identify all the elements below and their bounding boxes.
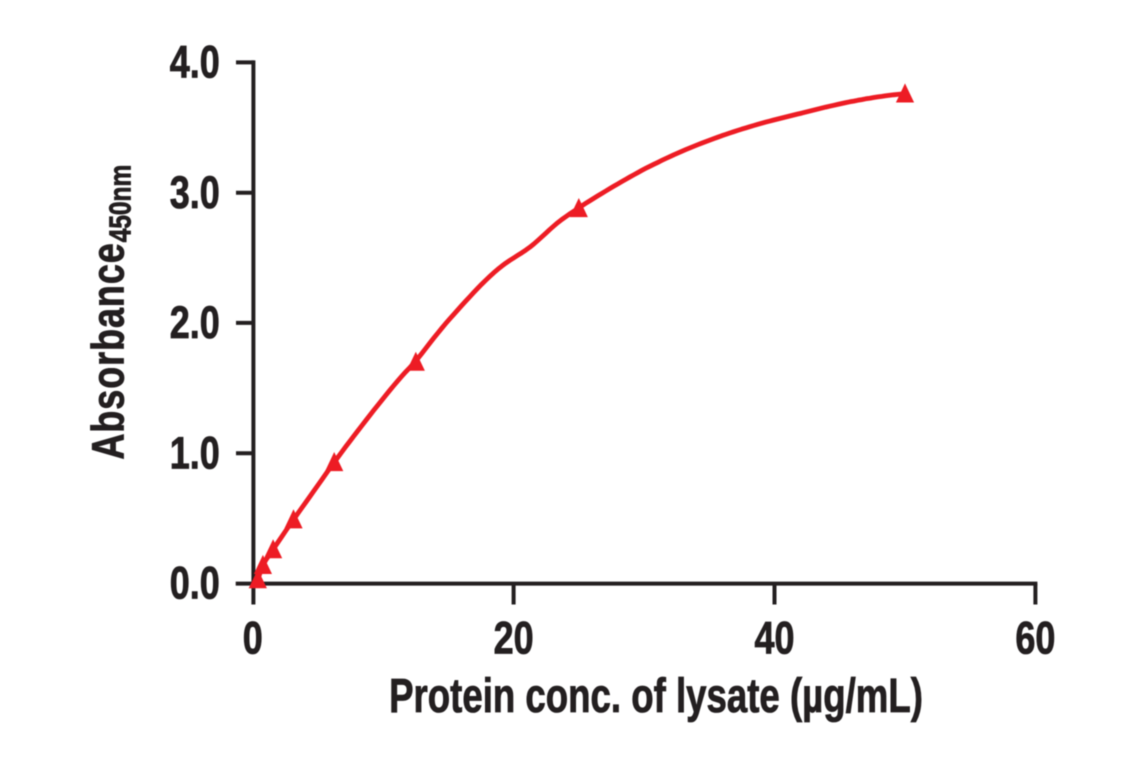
svg-text:60: 60 xyxy=(1015,613,1055,664)
svg-text:3.0: 3.0 xyxy=(170,167,220,218)
svg-text:4.0: 4.0 xyxy=(170,37,220,88)
svg-text:0.0: 0.0 xyxy=(170,558,220,609)
svg-text:Absorbance450nm: Absorbance450nm xyxy=(82,165,137,460)
svg-text:20: 20 xyxy=(494,613,534,664)
svg-text:1.0: 1.0 xyxy=(170,428,220,479)
svg-text:0: 0 xyxy=(243,613,263,664)
svg-text:40: 40 xyxy=(754,613,794,664)
svg-text:2.0: 2.0 xyxy=(170,297,220,348)
svg-text:Protein conc. of lysate (µg/mL: Protein conc. of lysate (µg/mL) xyxy=(389,669,923,723)
